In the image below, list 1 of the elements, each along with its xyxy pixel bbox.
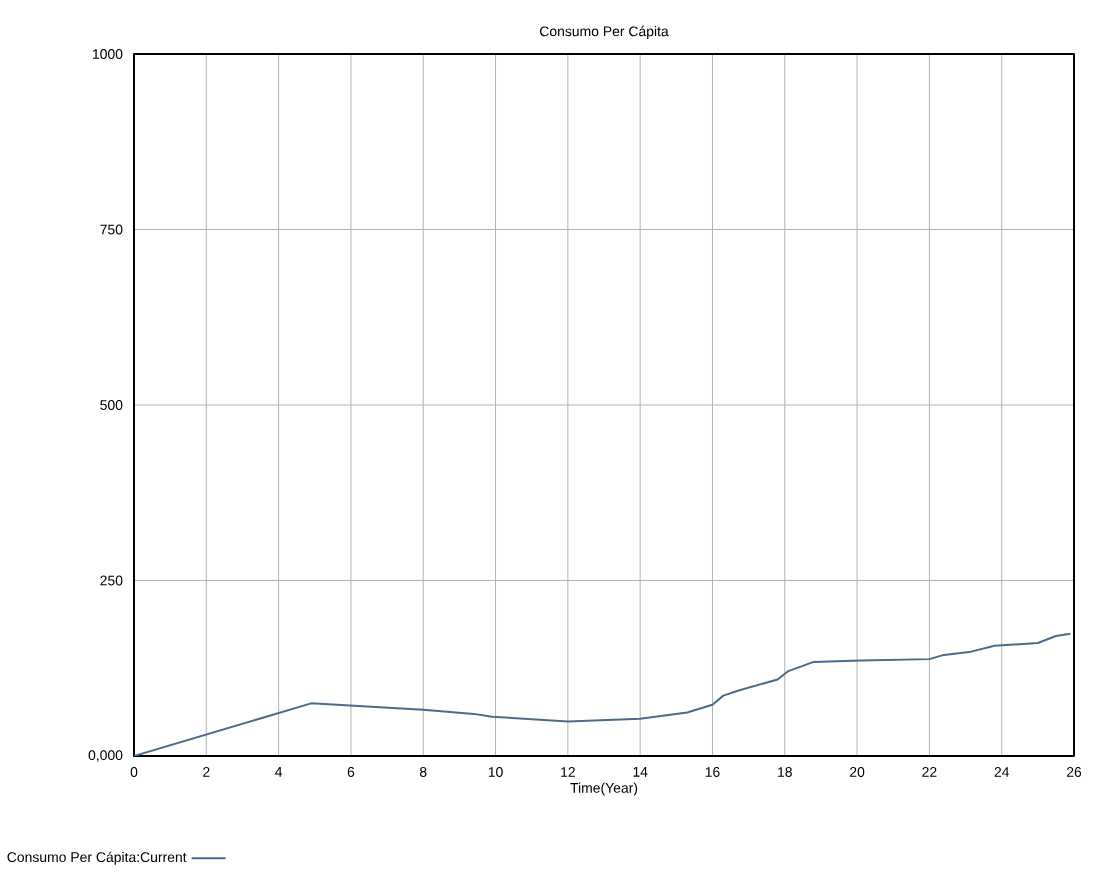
line-series xyxy=(134,632,1072,756)
